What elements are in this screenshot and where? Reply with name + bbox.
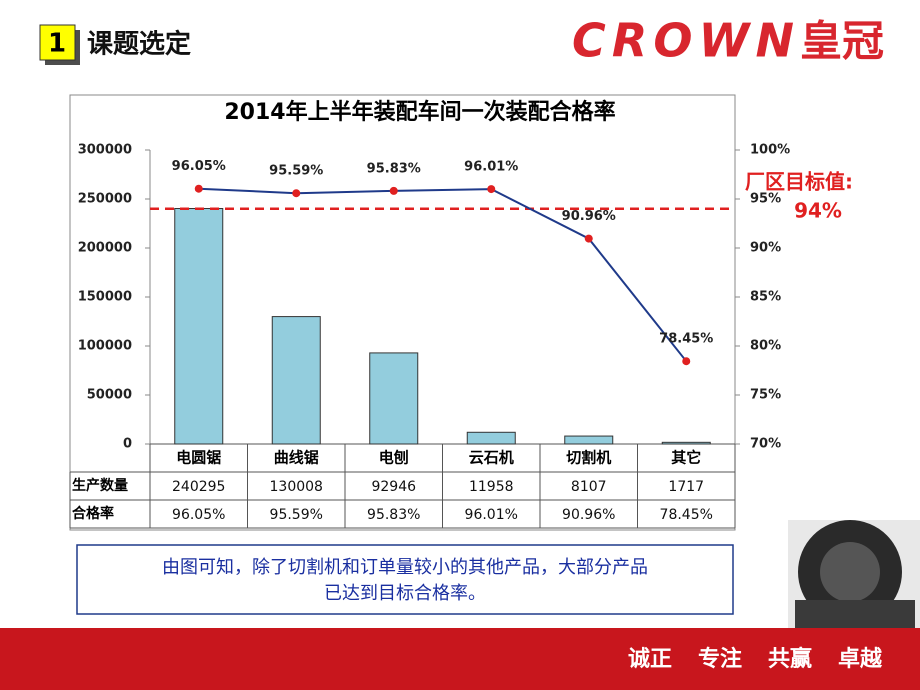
y2-tick-label: 75% — [750, 388, 781, 403]
x-tick-label: 云石机 — [469, 449, 514, 467]
bar — [466, 431, 516, 445]
table-cell: 240295 — [172, 479, 225, 495]
bar — [271, 316, 321, 445]
bar — [661, 441, 711, 445]
table-cell: 1717 — [668, 479, 704, 495]
table-cell: 92946 — [371, 479, 416, 495]
table-cell: 96.01% — [465, 507, 518, 523]
rate-label: 96.01% — [464, 160, 518, 175]
rate-label: 90.96% — [562, 209, 616, 224]
logo-text: CROWN — [572, 14, 794, 68]
chart-title: 2014年上半年装配车间一次装配合格率 — [224, 99, 615, 125]
bar — [174, 208, 224, 445]
target-text: 厂区目标值: — [745, 170, 853, 194]
table-cell: 8107 — [571, 479, 607, 495]
target-label: 94% — [794, 199, 842, 223]
table-cell: 96.05% — [172, 507, 225, 523]
bar — [564, 435, 614, 445]
logo-cn: 皇冠 — [800, 17, 884, 66]
rate-label: 95.83% — [367, 161, 421, 176]
y2-tick-label: 85% — [750, 290, 781, 305]
rate-marker — [389, 186, 398, 195]
conclusion-box — [76, 544, 734, 615]
y-tick-label: 100000 — [78, 339, 132, 354]
bar — [369, 352, 419, 445]
x-tick-label: 切割机 — [566, 449, 611, 467]
y-tick-label: 0 — [123, 437, 132, 452]
rate-marker — [194, 184, 203, 193]
section-number: 1 — [48, 29, 66, 59]
table-row-header: 生产数量 — [72, 477, 128, 494]
slogan-word: 诚正 — [628, 647, 672, 672]
rate-label: 95.59% — [269, 164, 323, 179]
x-tick-label: 电刨 — [379, 449, 409, 467]
conclusion-line: 由图可知，除了切割机和订单量较小的其他产品，大部分产品 — [162, 557, 648, 578]
x-tick-label: 其它 — [671, 449, 701, 467]
slogan-word: 专注 — [698, 646, 742, 672]
rate-marker — [682, 357, 691, 366]
y-tick-label: 150000 — [78, 290, 132, 305]
conclusion-line: 已达到目标合格率。 — [324, 583, 486, 604]
y-tick-label: 300000 — [78, 143, 132, 158]
table-cell: 95.59% — [270, 507, 323, 523]
y2-tick-label: 100% — [750, 143, 790, 158]
slogan-word: 共赢 — [768, 646, 812, 672]
table-cell: 78.45% — [660, 507, 713, 523]
table-row-header: 合格率 — [72, 505, 114, 522]
y2-tick-label: 70% — [750, 437, 781, 452]
y-tick-label: 200000 — [78, 241, 132, 256]
y-tick-label: 250000 — [78, 192, 132, 207]
slogan-word: 卓越 — [838, 647, 883, 672]
y2-tick-label: 95% — [750, 192, 781, 207]
rate-line — [198, 187, 688, 362]
rate-label: 78.45% — [659, 332, 713, 347]
section-title: 课题选定 — [87, 29, 191, 60]
x-tick-label: 电圆锯 — [176, 449, 221, 467]
footer-band — [0, 628, 920, 690]
rate-label: 96.05% — [172, 159, 226, 174]
table-cell: 130008 — [270, 479, 323, 495]
y2-tick-label: 90% — [750, 241, 781, 256]
product-photo — [788, 520, 920, 628]
y-tick-label: 50000 — [87, 388, 132, 403]
y2-tick-label: 80% — [750, 339, 781, 354]
rate-marker — [292, 189, 301, 198]
rate-marker — [584, 234, 593, 243]
rate-marker — [487, 185, 496, 194]
table-cell: 11958 — [469, 479, 514, 495]
table-cell: 90.96% — [562, 507, 615, 523]
x-tick-label: 曲线锯 — [274, 449, 319, 467]
table-cell: 95.83% — [367, 507, 420, 523]
number-box — [39, 24, 76, 61]
